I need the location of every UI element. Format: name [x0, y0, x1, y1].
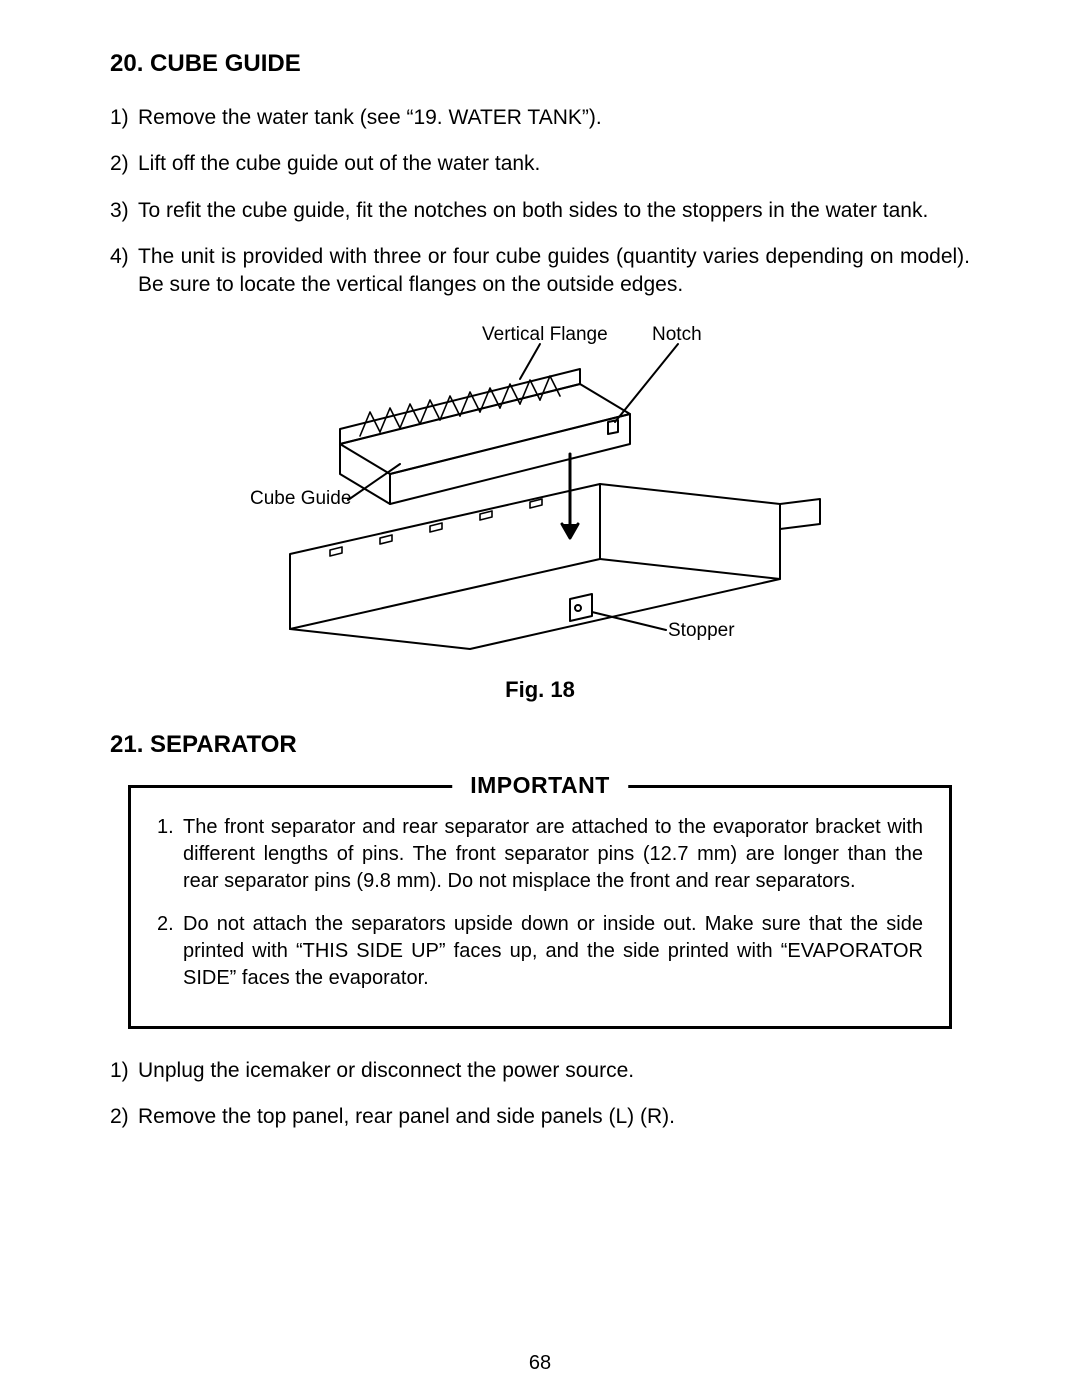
- important-item-number: 2.: [157, 911, 183, 992]
- important-item: 2. Do not attach the separators upside d…: [157, 911, 923, 992]
- important-item-text: The front separator and rear separator a…: [183, 814, 923, 895]
- label-stopper: Stopper: [668, 620, 735, 641]
- figure-18: Vertical Flange Notch: [110, 324, 970, 669]
- step-item: 1) Unplug the icemaker or disconnect the…: [110, 1057, 970, 1085]
- figure-18-diagram: Vertical Flange Notch: [220, 324, 860, 664]
- step-text: The unit is provided with three or four …: [138, 243, 970, 300]
- section-21-steps: 1) Unplug the icemaker or disconnect the…: [110, 1057, 970, 1132]
- step-number: 4): [110, 243, 138, 300]
- important-box-border: IMPORTANT 1. The front separator and rea…: [128, 785, 952, 1029]
- step-text: Lift off the cube guide out of the water…: [138, 150, 970, 178]
- label-vertical-flange: Vertical Flange: [482, 324, 608, 345]
- section-20-steps: 1) Remove the water tank (see “19. WATER…: [110, 104, 970, 300]
- step-number: 1): [110, 1057, 138, 1085]
- insert-arrow-icon: [562, 454, 578, 538]
- important-item: 1. The front separator and rear separato…: [157, 814, 923, 895]
- figure-18-caption: Fig. 18: [110, 677, 970, 703]
- document-page: 20. CUBE GUIDE 1) Remove the water tank …: [0, 0, 1080, 1397]
- step-item: 4) The unit is provided with three or fo…: [110, 243, 970, 300]
- water-tank-lower: [290, 484, 820, 649]
- important-legend: IMPORTANT: [452, 772, 628, 799]
- leader-line: [592, 612, 666, 630]
- step-number: 3): [110, 197, 138, 225]
- step-text: Remove the water tank (see “19. WATER TA…: [138, 104, 970, 132]
- important-item-text: Do not attach the separators upside down…: [183, 911, 923, 992]
- label-notch: Notch: [652, 324, 702, 345]
- step-text: Unplug the icemaker or disconnect the po…: [138, 1057, 970, 1085]
- step-number: 2): [110, 150, 138, 178]
- label-cube-guide: Cube Guide: [250, 488, 351, 509]
- step-number: 2): [110, 1103, 138, 1131]
- page-number: 68: [0, 1352, 1080, 1375]
- cube-guide-upper: [340, 369, 630, 504]
- section-20-heading: 20. CUBE GUIDE: [110, 50, 970, 78]
- important-list: 1. The front separator and rear separato…: [157, 814, 923, 992]
- step-text: To refit the cube guide, fit the notches…: [138, 197, 970, 225]
- step-item: 2) Remove the top panel, rear panel and …: [110, 1103, 970, 1131]
- step-item: 3) To refit the cube guide, fit the notc…: [110, 197, 970, 225]
- important-callout: IMPORTANT 1. The front separator and rea…: [128, 785, 952, 1029]
- section-21-heading: 21. SEPARATOR: [110, 731, 970, 759]
- leader-line: [520, 344, 540, 379]
- important-item-number: 1.: [157, 814, 183, 895]
- step-number: 1): [110, 104, 138, 132]
- step-item: 1) Remove the water tank (see “19. WATER…: [110, 104, 970, 132]
- step-text: Remove the top panel, rear panel and sid…: [138, 1103, 970, 1131]
- step-item: 2) Lift off the cube guide out of the wa…: [110, 150, 970, 178]
